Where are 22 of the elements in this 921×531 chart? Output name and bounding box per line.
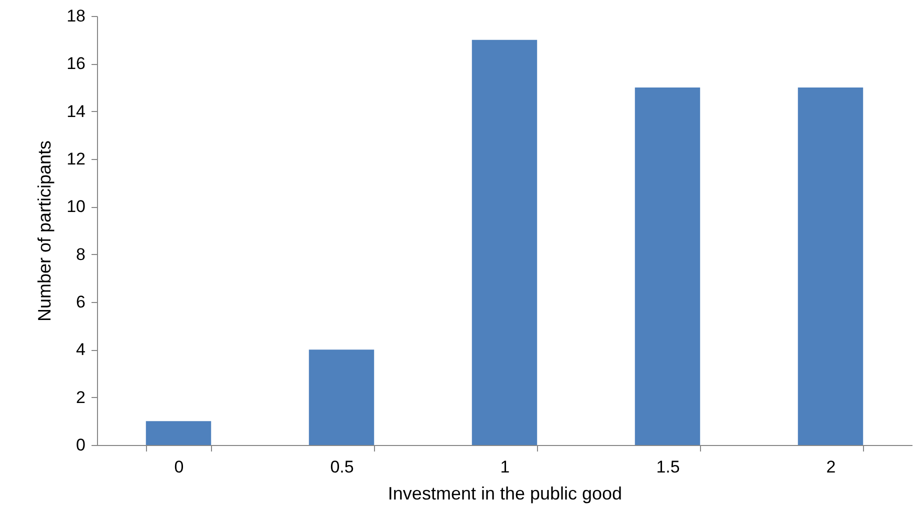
y-tick-label: 4: [76, 340, 86, 360]
y-tick-label: 0: [76, 436, 86, 454]
y-tick-label: 12: [66, 150, 86, 168]
y-tick-label: 6: [76, 292, 86, 312]
y-axis-title: Number of participants: [34, 140, 55, 322]
bar: [308, 350, 374, 445]
y-tick-label: 16: [66, 54, 86, 74]
x-axis-title: Investment in the public good: [388, 484, 622, 504]
x-tick-label: 1.5: [656, 458, 680, 476]
x-tick-label: 0.5: [330, 458, 354, 476]
y-tick-label: 18: [66, 6, 86, 26]
bar: [634, 88, 700, 445]
y-tick-label: 14: [66, 102, 86, 121]
y-tick-label: 8: [76, 244, 86, 264]
y-tick-label: 10: [66, 197, 86, 216]
x-tick-label: 1: [500, 458, 510, 476]
y-tick-label: 2: [76, 388, 86, 407]
bar: [798, 88, 864, 445]
x-tick-label: 2: [826, 458, 836, 476]
x-tick-label: 0: [174, 458, 184, 476]
bar: [472, 40, 538, 445]
bar: [146, 421, 212, 445]
